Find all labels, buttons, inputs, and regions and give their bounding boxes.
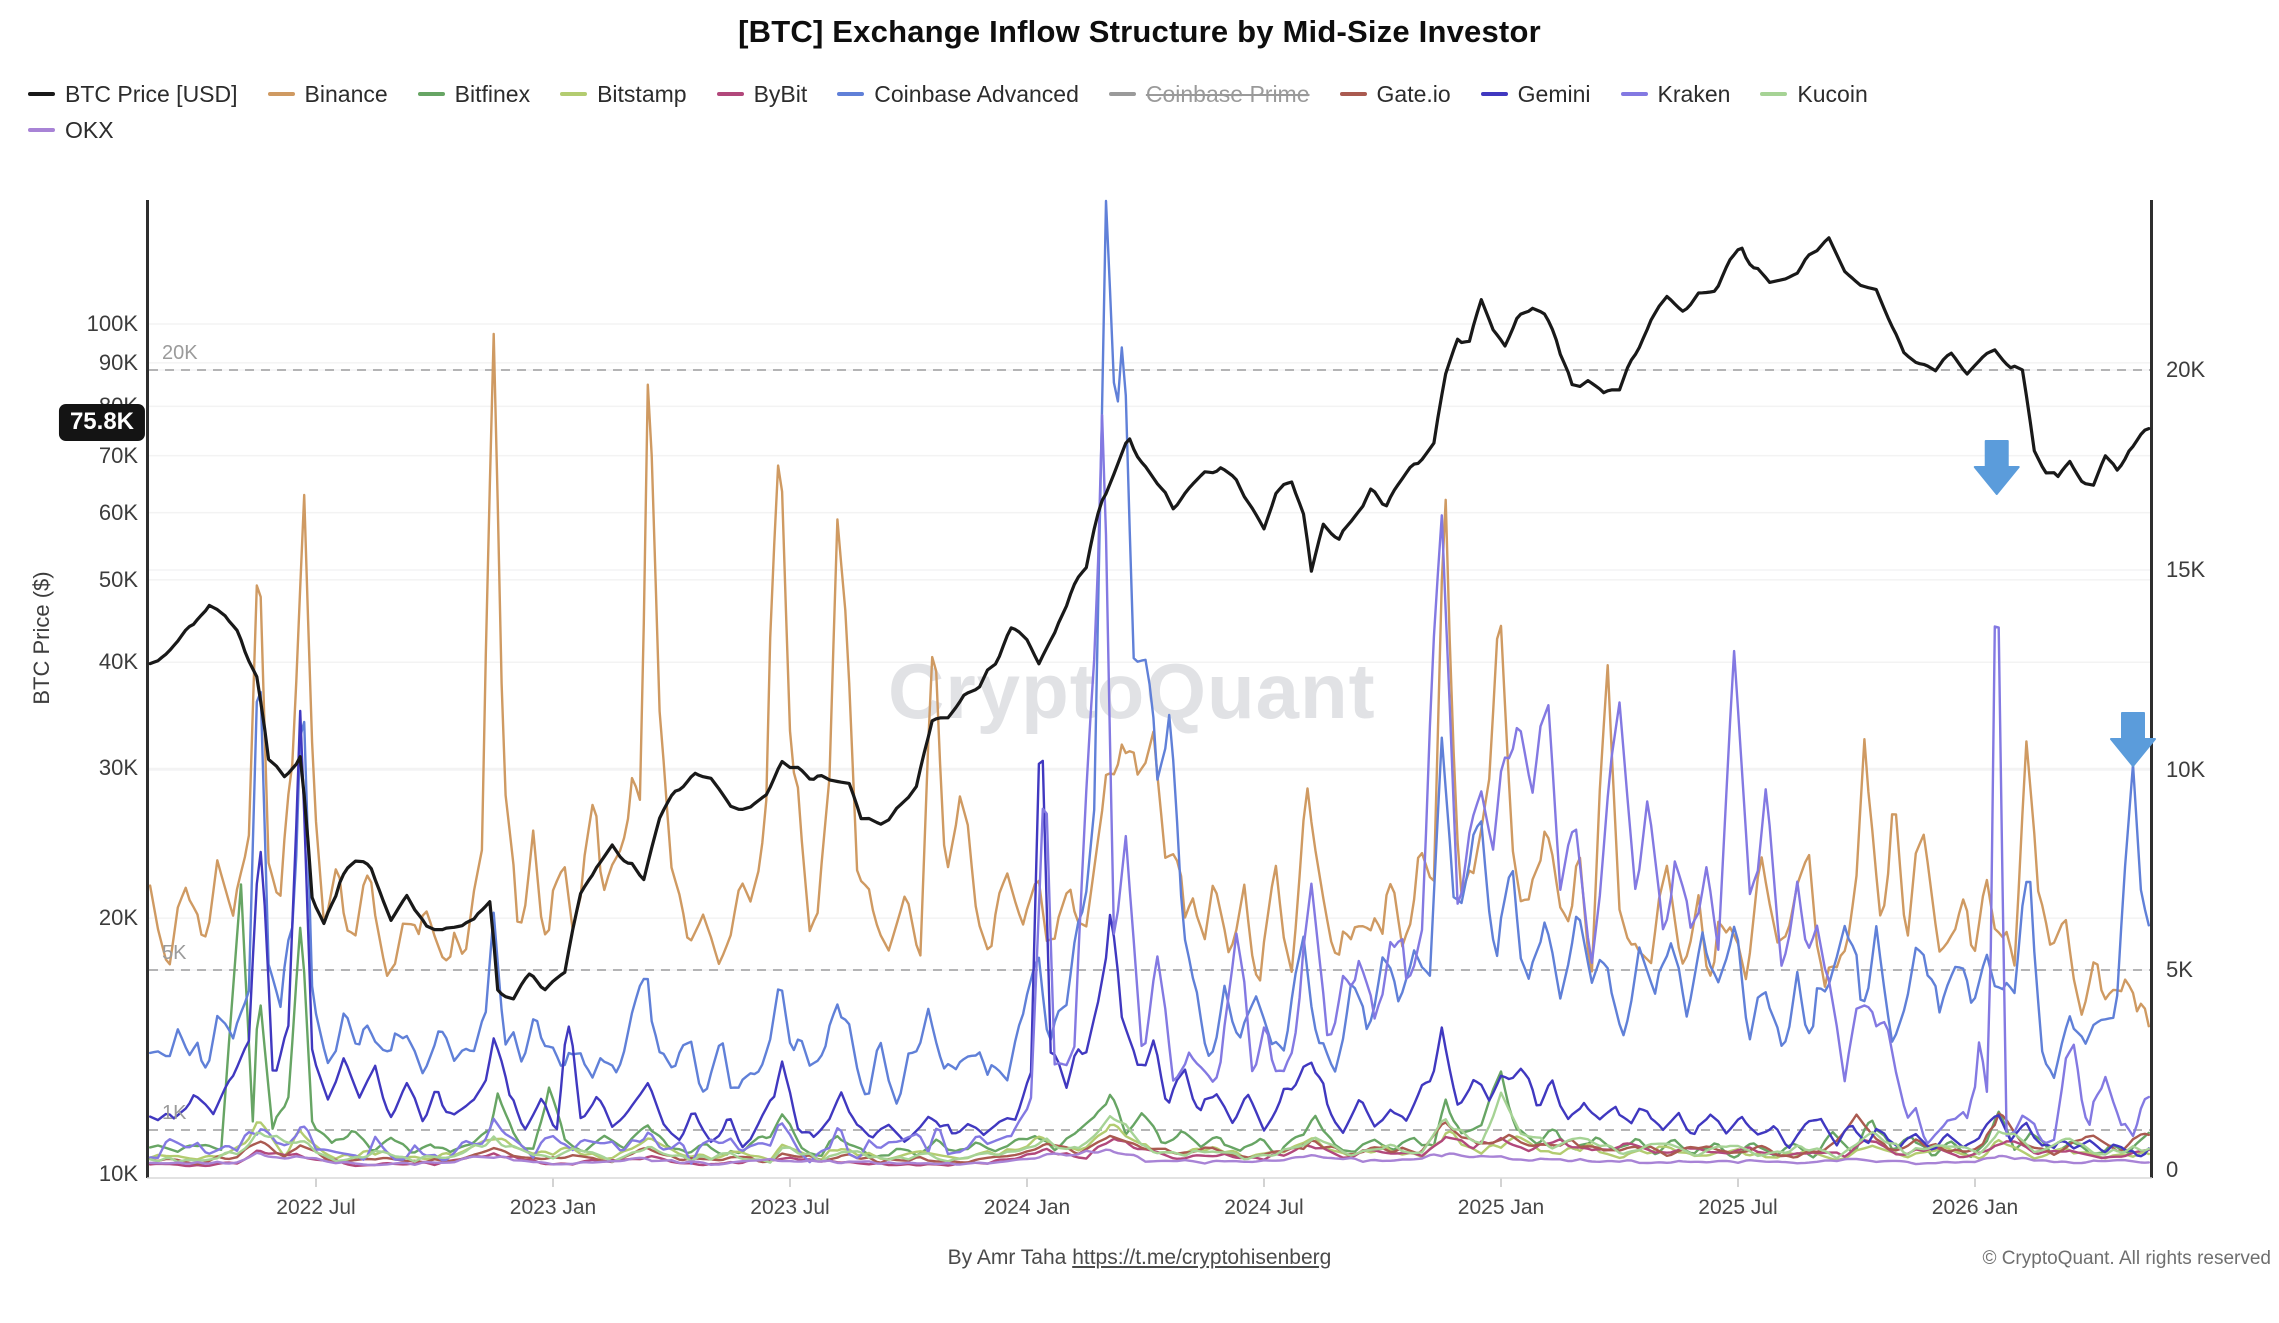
legend-item-binance[interactable]: Binance — [267, 80, 388, 108]
legend-swatch-icon — [28, 128, 55, 132]
series-line-bitfinex — [148, 883, 2151, 1159]
axis-frame — [146, 200, 2153, 1179]
legend-item-label: Kraken — [1657, 80, 1731, 107]
legend-swatch-icon — [1480, 92, 1508, 96]
x-axis-tick: 2023 Jul — [750, 1196, 830, 1219]
series-line-gemini — [148, 709, 2151, 1158]
left-axis-tick: 70K — [98, 442, 138, 468]
threshold-label: 1K — [162, 1102, 187, 1124]
right-axis-tick: 15K — [2166, 557, 2206, 582]
legend-item-gate-io[interactable]: Gate.io — [1339, 80, 1451, 108]
legend-item-label: Kucoin — [1797, 80, 1868, 107]
series-line-coinbase-advanced — [148, 199, 2151, 1105]
legend-swatch-icon — [1620, 92, 1648, 96]
legend-swatch-icon — [1760, 92, 1788, 96]
legend-item-label: Gate.io — [1376, 80, 1451, 107]
legend-item-coinbase-prime[interactable]: Coinbase Prime — [1108, 80, 1310, 108]
legend-swatch-icon — [716, 92, 744, 96]
annotations — [1973, 440, 2156, 767]
left-axis-tick: 50K — [98, 566, 138, 592]
x-axis-tick: 2026 Jan — [1931, 1196, 2019, 1219]
legend-swatch-icon — [560, 92, 588, 96]
copyright-notice: © CryptoQuant. All rights reserved — [1982, 1248, 2271, 1269]
threshold-label: 5K — [162, 942, 187, 964]
left-axis-tick: 100K — [86, 311, 138, 336]
x-axis-tick: 2022 Jul — [276, 1196, 356, 1219]
attribution-text: By Amr Taha — [947, 1246, 1073, 1269]
left-axis-tick: 90K — [98, 349, 138, 375]
left-axis-tick: 60K — [98, 499, 138, 525]
data-series — [148, 199, 2151, 1168]
legend-item-label: Gemini — [1517, 80, 1591, 107]
right-axis-tick: 5K — [2166, 957, 2193, 982]
legend-item-label: Binance — [304, 80, 388, 107]
x-axis-tick: 2025 Jul — [1698, 1196, 1778, 1219]
left-axis-tick: 30K — [98, 755, 138, 781]
right-axis-tick: 0 — [2166, 1157, 2179, 1182]
series-line-btc-price-usd — [148, 236, 2151, 1001]
legend-row-2: OKX — [28, 112, 2258, 148]
legend-item-coinbase-advanced[interactable]: Coinbase Advanced — [837, 81, 1079, 108]
series-line-okx — [148, 1148, 2151, 1167]
x-axis-tick: 2023 Jan — [509, 1196, 597, 1219]
legend-item-bitstamp[interactable]: Bitstamp — [560, 80, 687, 108]
legend-item-label: Bitfinex — [454, 80, 531, 107]
legend-item-kucoin[interactable]: Kucoin — [1760, 80, 1868, 108]
legend-item-bitfinex[interactable]: Bitfinex — [417, 80, 531, 108]
legend-item-okx[interactable]: OKX — [28, 117, 114, 144]
legend-item-btc-price-usd[interactable]: BTC Price [USD] — [28, 81, 238, 108]
series-line-kraken — [148, 414, 2151, 1165]
legend-item-label: ByBit — [753, 80, 808, 107]
legend-swatch-icon — [1339, 92, 1367, 96]
left-axis-tick: 20K — [98, 905, 138, 931]
legend-swatch-icon — [417, 92, 445, 96]
legend-item-label: Bitstamp — [597, 80, 687, 107]
x-axis-tick: 2024 Jul — [1224, 1196, 1304, 1219]
page-title: [BTC] Exchange Inflow Structure by Mid-S… — [738, 14, 1541, 49]
legend-swatch-icon — [28, 92, 55, 96]
legend-swatch-icon — [267, 92, 295, 96]
down-arrow-icon — [2110, 712, 2156, 767]
legend-item-label: OKX — [65, 116, 114, 143]
legend-item-bybit[interactable]: ByBit — [716, 80, 808, 108]
left-axis-tick: 40K — [98, 649, 138, 675]
legend-item-kraken[interactable]: Kraken — [1620, 80, 1731, 108]
down-arrow-icon — [1973, 440, 2020, 495]
current-price-badge: 75.8K — [58, 404, 145, 441]
chart-legend: BTC Price [USD] Binance Bitfinex Bitstamp By… — [28, 76, 2258, 148]
x-axis-tick: 2025 Jan — [1457, 1196, 1545, 1219]
legend-item-label: Coinbase Prime — [1145, 80, 1310, 107]
legend-swatch-icon — [837, 92, 865, 96]
series-line-kucoin — [148, 1091, 2151, 1164]
legend-row-1: BTC Price [USD] Binance Bitfinex Bitstamp By… — [28, 76, 2258, 112]
threshold-label: 20K — [162, 342, 198, 364]
legend-item-label: BTC Price [USD] — [65, 80, 238, 107]
x-axis-tick: 2024 Jan — [983, 1196, 1071, 1219]
left-axis-tick: 10K — [98, 1161, 138, 1186]
attribution-link[interactable]: https://t.me/cryptohisenberg — [1072, 1246, 1332, 1269]
right-axis-tick: 10K — [2166, 757, 2206, 782]
legend-swatch-icon — [1108, 92, 1136, 96]
gridlines — [149, 323, 2150, 1187]
legend-item-gemini[interactable]: Gemini — [1480, 80, 1591, 108]
right-axis-tick: 20K — [2166, 357, 2206, 382]
attribution: By Amr Taha https://t.me/cryptohisenberg — [0, 1246, 2279, 1270]
legend-item-label: Coinbase Advanced — [874, 80, 1079, 107]
